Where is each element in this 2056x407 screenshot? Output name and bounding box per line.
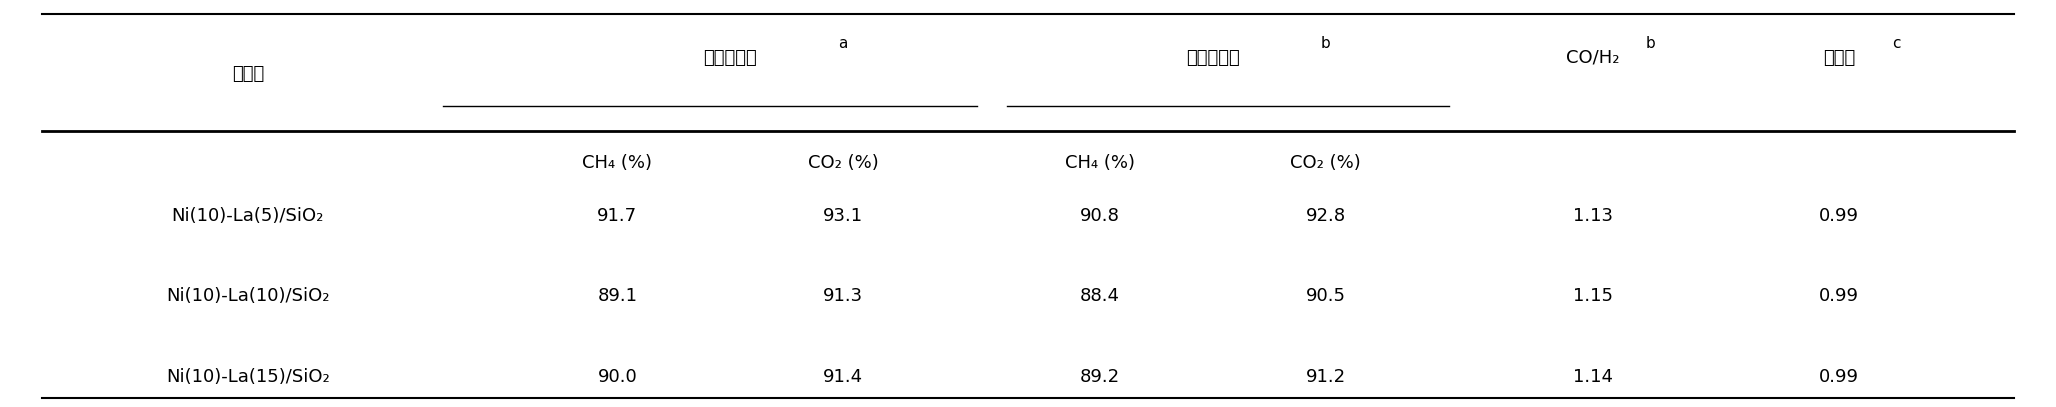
Text: 92.8: 92.8 bbox=[1306, 207, 1347, 225]
Text: 0.99: 0.99 bbox=[1820, 368, 1859, 386]
Text: CO₂ (%): CO₂ (%) bbox=[808, 154, 878, 172]
Text: 最终转化率: 最终转化率 bbox=[1186, 49, 1240, 67]
Text: 91.2: 91.2 bbox=[1306, 368, 1347, 386]
Text: Ni(10)-La(15)/SiO₂: Ni(10)-La(15)/SiO₂ bbox=[167, 368, 329, 386]
Text: 90.0: 90.0 bbox=[598, 368, 637, 386]
Text: 89.1: 89.1 bbox=[598, 287, 637, 306]
Text: c: c bbox=[1892, 36, 1900, 51]
Text: b: b bbox=[1645, 36, 1655, 51]
Text: CH₄ (%): CH₄ (%) bbox=[582, 154, 652, 172]
Text: 0.99: 0.99 bbox=[1820, 207, 1859, 225]
Text: 91.3: 91.3 bbox=[822, 287, 864, 306]
Text: a: a bbox=[839, 36, 847, 51]
Text: Ni(10)-La(5)/SiO₂: Ni(10)-La(5)/SiO₂ bbox=[171, 207, 325, 225]
Text: 0.99: 0.99 bbox=[1820, 287, 1859, 306]
Text: 初始转化率: 初始转化率 bbox=[703, 49, 757, 67]
Text: CO₂ (%): CO₂ (%) bbox=[1291, 154, 1361, 172]
Text: Ni(10)-La(10)/SiO₂: Ni(10)-La(10)/SiO₂ bbox=[167, 287, 329, 306]
Text: 1.13: 1.13 bbox=[1573, 207, 1612, 225]
Text: 1.14: 1.14 bbox=[1573, 368, 1612, 386]
Text: 催化剂: 催化剂 bbox=[232, 65, 263, 83]
Text: 91.4: 91.4 bbox=[822, 368, 864, 386]
Text: 90.5: 90.5 bbox=[1306, 287, 1347, 306]
Text: 93.1: 93.1 bbox=[822, 207, 864, 225]
Text: 90.8: 90.8 bbox=[1079, 207, 1121, 225]
Text: CO/H₂: CO/H₂ bbox=[1567, 49, 1620, 67]
Text: 88.4: 88.4 bbox=[1079, 287, 1121, 306]
Text: 1.15: 1.15 bbox=[1573, 287, 1612, 306]
Text: 91.7: 91.7 bbox=[598, 207, 637, 225]
Text: 89.2: 89.2 bbox=[1079, 368, 1121, 386]
Text: 稳定性: 稳定性 bbox=[1824, 49, 1855, 67]
Text: CH₄ (%): CH₄ (%) bbox=[1065, 154, 1135, 172]
Text: b: b bbox=[1320, 36, 1330, 51]
